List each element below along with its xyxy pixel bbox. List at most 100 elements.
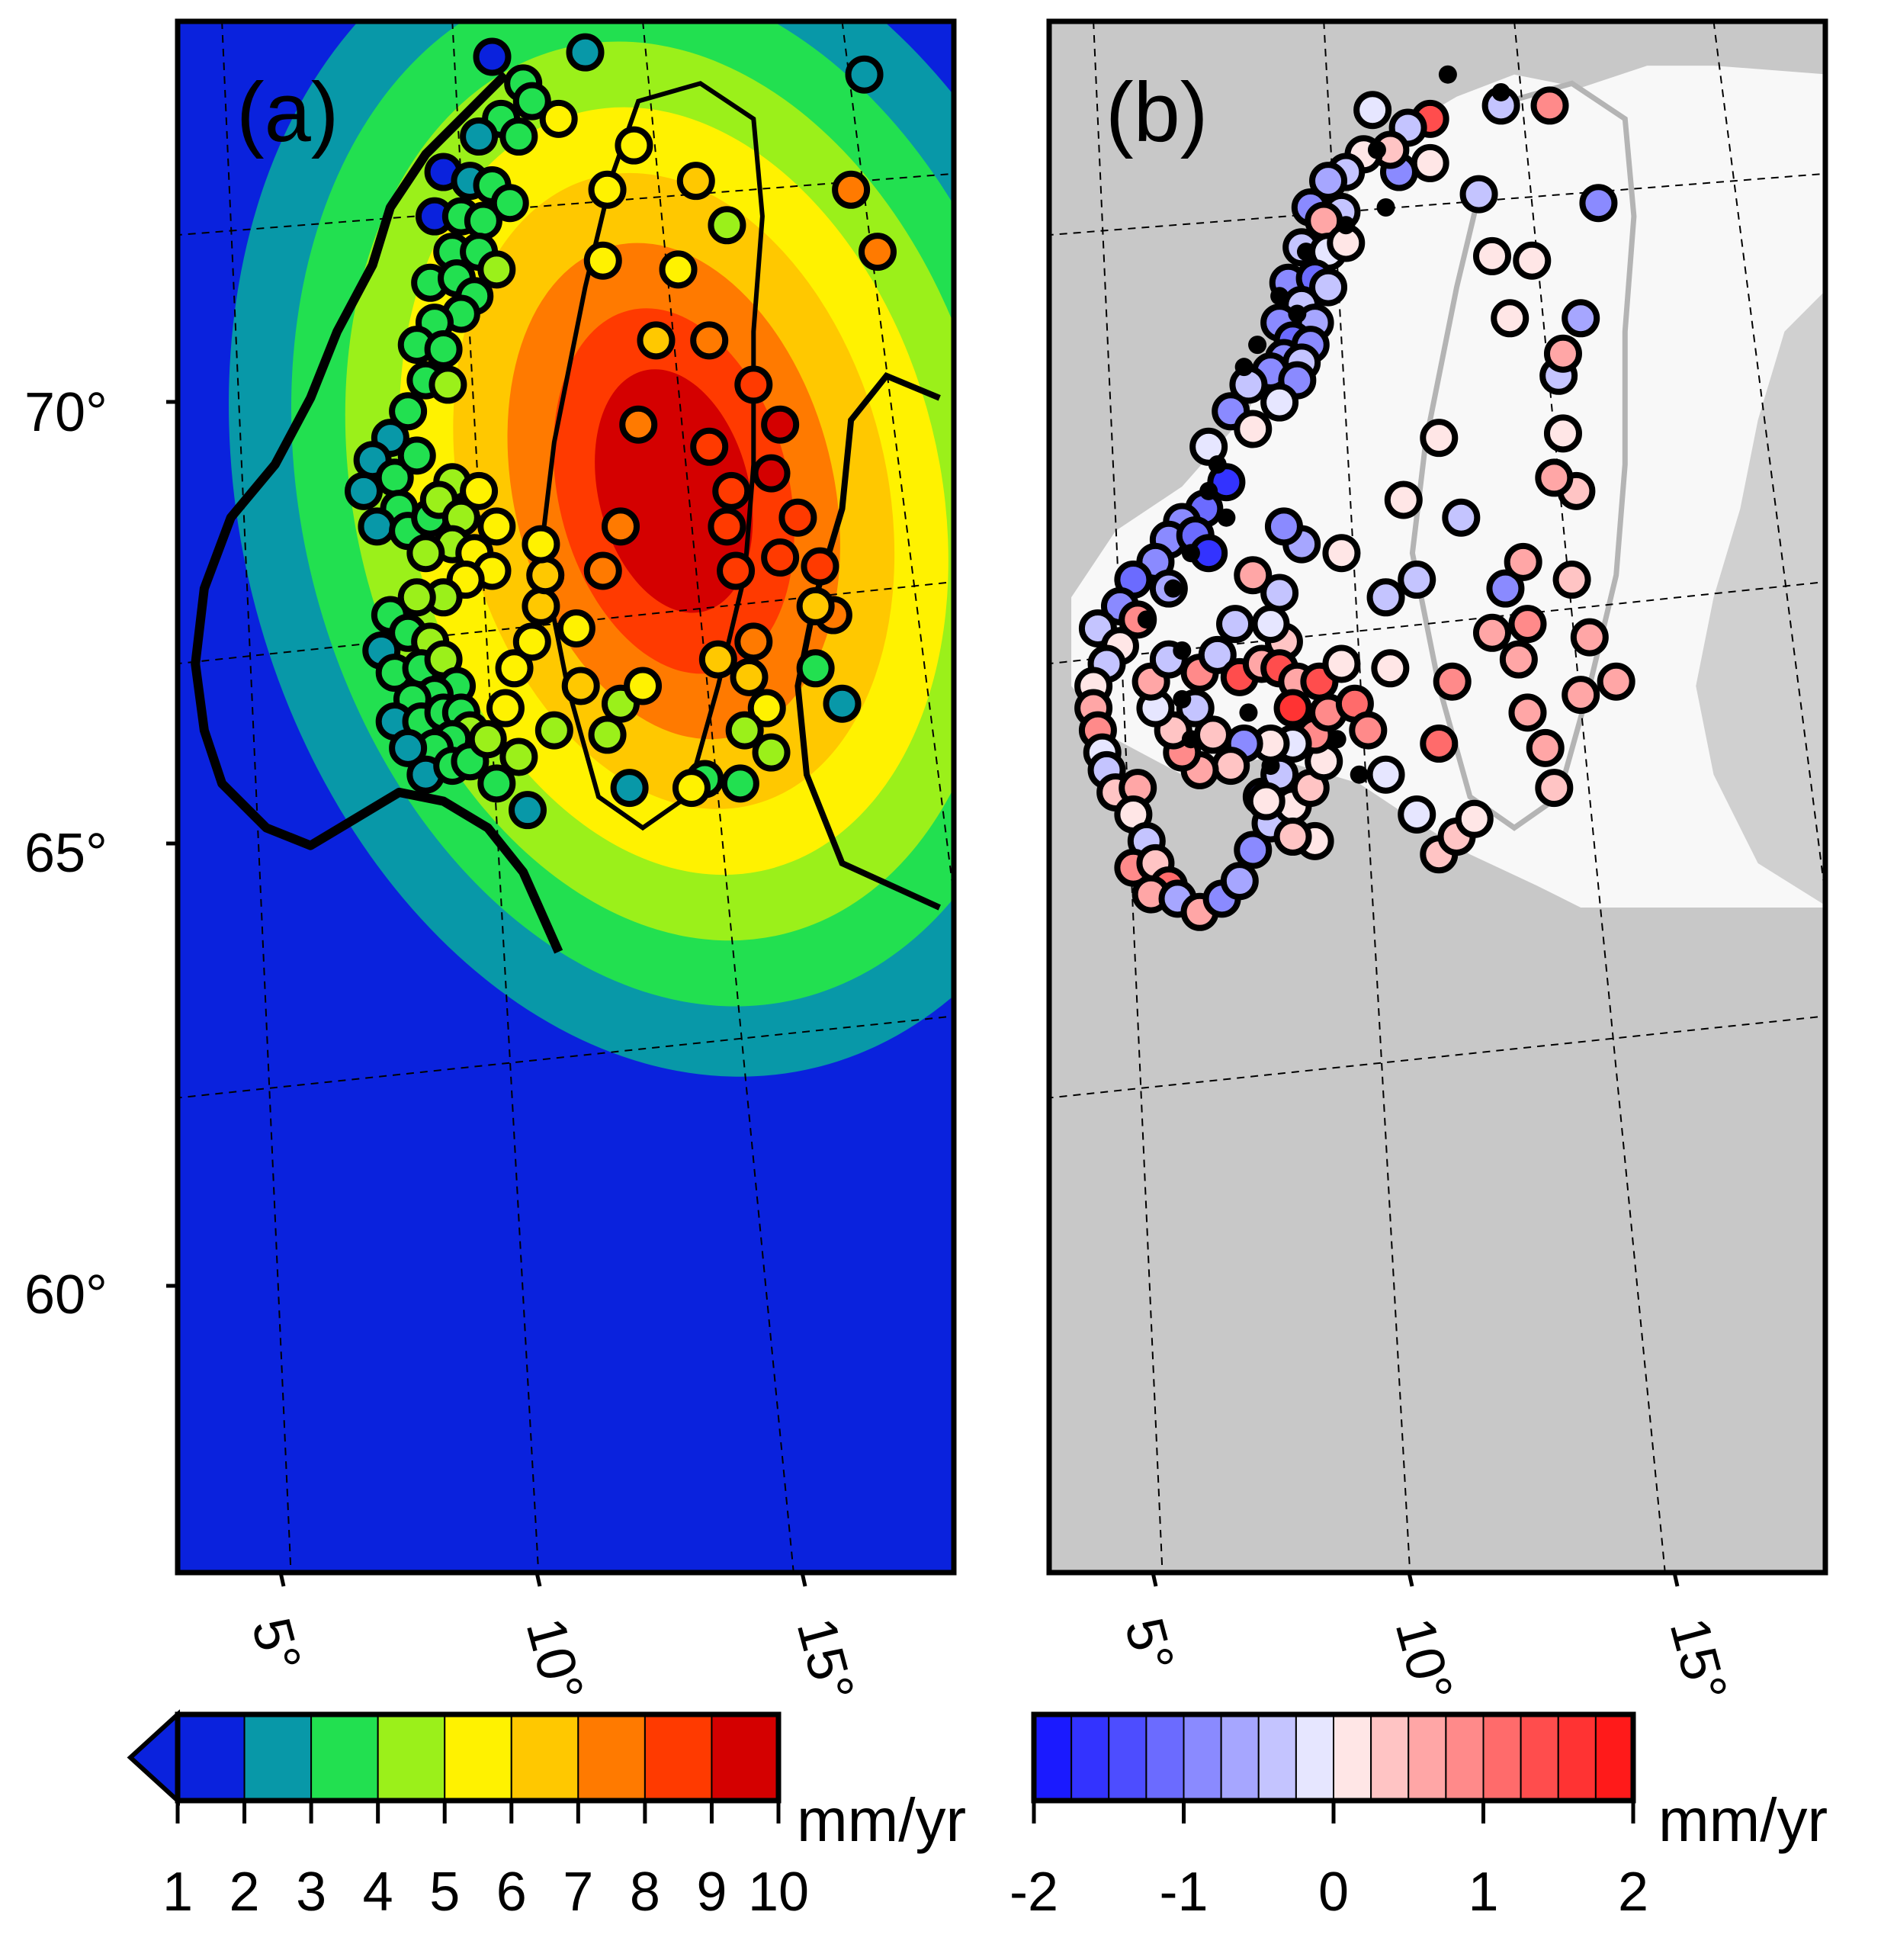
- station-a-79: [508, 791, 547, 830]
- station-a-98: [712, 471, 751, 510]
- station-b-103: [1398, 561, 1436, 599]
- station-b-dot-3: [1376, 198, 1395, 217]
- colorbar-a-swatch-3: [377, 1714, 446, 1801]
- station-b-137: [1579, 184, 1618, 223]
- colorbar-b-tick-label-1: -1: [1159, 1862, 1208, 1923]
- station-b-dot-19: [1239, 703, 1258, 722]
- station-a-90: [659, 250, 698, 289]
- station-b-dot-5: [1296, 243, 1315, 262]
- colorbar-b-swatch-13: [1520, 1714, 1559, 1801]
- lon-gridline-3: [1712, 21, 1825, 902]
- land-scandinavia: [1071, 66, 1825, 908]
- station-a-1: [566, 33, 605, 72]
- colorbar-a-tick-label-8: 9: [696, 1862, 727, 1923]
- station-a-104: [747, 689, 786, 728]
- lon-label-a-15: 15°: [785, 1611, 865, 1708]
- colorbar-a-frame: [175, 1711, 782, 1804]
- station-a-78: [477, 764, 516, 803]
- station-a-80: [534, 711, 573, 750]
- station-b-126: [1442, 498, 1481, 537]
- station-b-140: [1366, 755, 1405, 794]
- colorbar-a-swatch-2: [310, 1714, 379, 1801]
- station-a-72: [495, 649, 534, 688]
- station-b-29: [1234, 410, 1273, 448]
- station-b-111: [1455, 799, 1494, 838]
- station-b-92: [1322, 644, 1361, 683]
- station-a-110: [752, 454, 791, 493]
- station-b-139: [1562, 299, 1600, 338]
- station-a-116: [796, 586, 835, 625]
- station-a-122: [610, 769, 649, 808]
- station-b-dot-9: [1234, 358, 1253, 377]
- station-b-dot-2: [1367, 140, 1386, 159]
- station-b-115: [1562, 676, 1600, 715]
- lat-gridline-2: [1049, 1015, 1825, 1099]
- colorbar-b-swatch-3: [1145, 1714, 1185, 1801]
- colorbar-a-swatch-1: [243, 1714, 313, 1801]
- station-b-112: [1508, 693, 1547, 732]
- station-a-70: [468, 720, 507, 759]
- station-a-7: [539, 99, 578, 138]
- station-b-89: [1273, 689, 1312, 728]
- station-b-27: [1260, 383, 1299, 422]
- station-a-97: [690, 427, 729, 466]
- lat-label-65: 65°: [24, 823, 108, 884]
- station-b-1: [1353, 91, 1392, 130]
- station-a-74: [522, 586, 560, 625]
- station-b-dot-16: [1173, 641, 1192, 660]
- station-b-130: [1491, 299, 1529, 338]
- colorbar-b-swatch-1: [1070, 1714, 1110, 1801]
- station-b-dot-8: [1248, 336, 1267, 355]
- lon-label-a-10: 10°: [515, 1611, 595, 1708]
- station-b-98: [1260, 574, 1299, 612]
- colorbar-b-swatch-14: [1557, 1714, 1597, 1801]
- station-a-6: [499, 117, 538, 156]
- station-a-85: [624, 667, 663, 705]
- colorbar-a-tick-label-9: 10: [748, 1862, 809, 1923]
- colorbar-a-swatch-8: [711, 1714, 780, 1801]
- station-a-34: [358, 507, 396, 546]
- station-b-108: [1398, 795, 1436, 834]
- colorbar-b-swatch-2: [1108, 1714, 1148, 1801]
- station-a-108: [734, 365, 773, 404]
- colorbar-a-ticks: 1 2 3 4 5 6 7 8 9 10: [162, 1801, 809, 1923]
- station-a-91: [708, 206, 746, 245]
- station-b-122: [1552, 561, 1591, 599]
- station-a-32: [397, 436, 436, 475]
- colorbar-a-swatch-0: [177, 1714, 246, 1801]
- station-a-109: [761, 405, 800, 444]
- station-b-131: [1473, 236, 1511, 275]
- station-b-117: [1499, 640, 1538, 679]
- station-b-61: [1220, 862, 1259, 901]
- station-a-93: [588, 170, 627, 209]
- station-a-117: [832, 170, 871, 209]
- panel-a-graticule: [178, 21, 954, 1573]
- panel-b-stations: [1074, 65, 1635, 931]
- station-a-82: [561, 667, 600, 705]
- station-b-dot-21: [1327, 730, 1347, 749]
- lon-label-a-5: 5°: [240, 1611, 313, 1678]
- station-b-134: [1411, 143, 1449, 182]
- station-b-105: [1371, 649, 1410, 688]
- station-b-116: [1597, 662, 1635, 701]
- station-a-87: [602, 507, 640, 546]
- lon-label-b-10: 10°: [1384, 1611, 1464, 1708]
- lon-label-b-15: 15°: [1658, 1611, 1738, 1708]
- station-b-73: [1212, 747, 1250, 786]
- station-a-119: [858, 233, 897, 272]
- station-b-dot-15: [1137, 610, 1156, 629]
- station-a-120: [823, 684, 862, 723]
- station-b-dot-1: [1491, 82, 1510, 101]
- station-a-89: [637, 321, 676, 360]
- station-a-88: [619, 405, 658, 444]
- station-b-dot-4: [1337, 216, 1356, 235]
- gulf-of-bothnia: [1696, 291, 1825, 906]
- station-a-73: [512, 622, 551, 661]
- station-a-71: [486, 689, 525, 728]
- lon-label-b-5: 5°: [1113, 1611, 1186, 1678]
- station-b-106: [1433, 662, 1472, 701]
- station-a-95: [676, 162, 715, 201]
- station-b-dot-12: [1217, 508, 1236, 527]
- lat-gridline-0: [1049, 172, 1825, 236]
- panel-a-stations: [345, 33, 897, 830]
